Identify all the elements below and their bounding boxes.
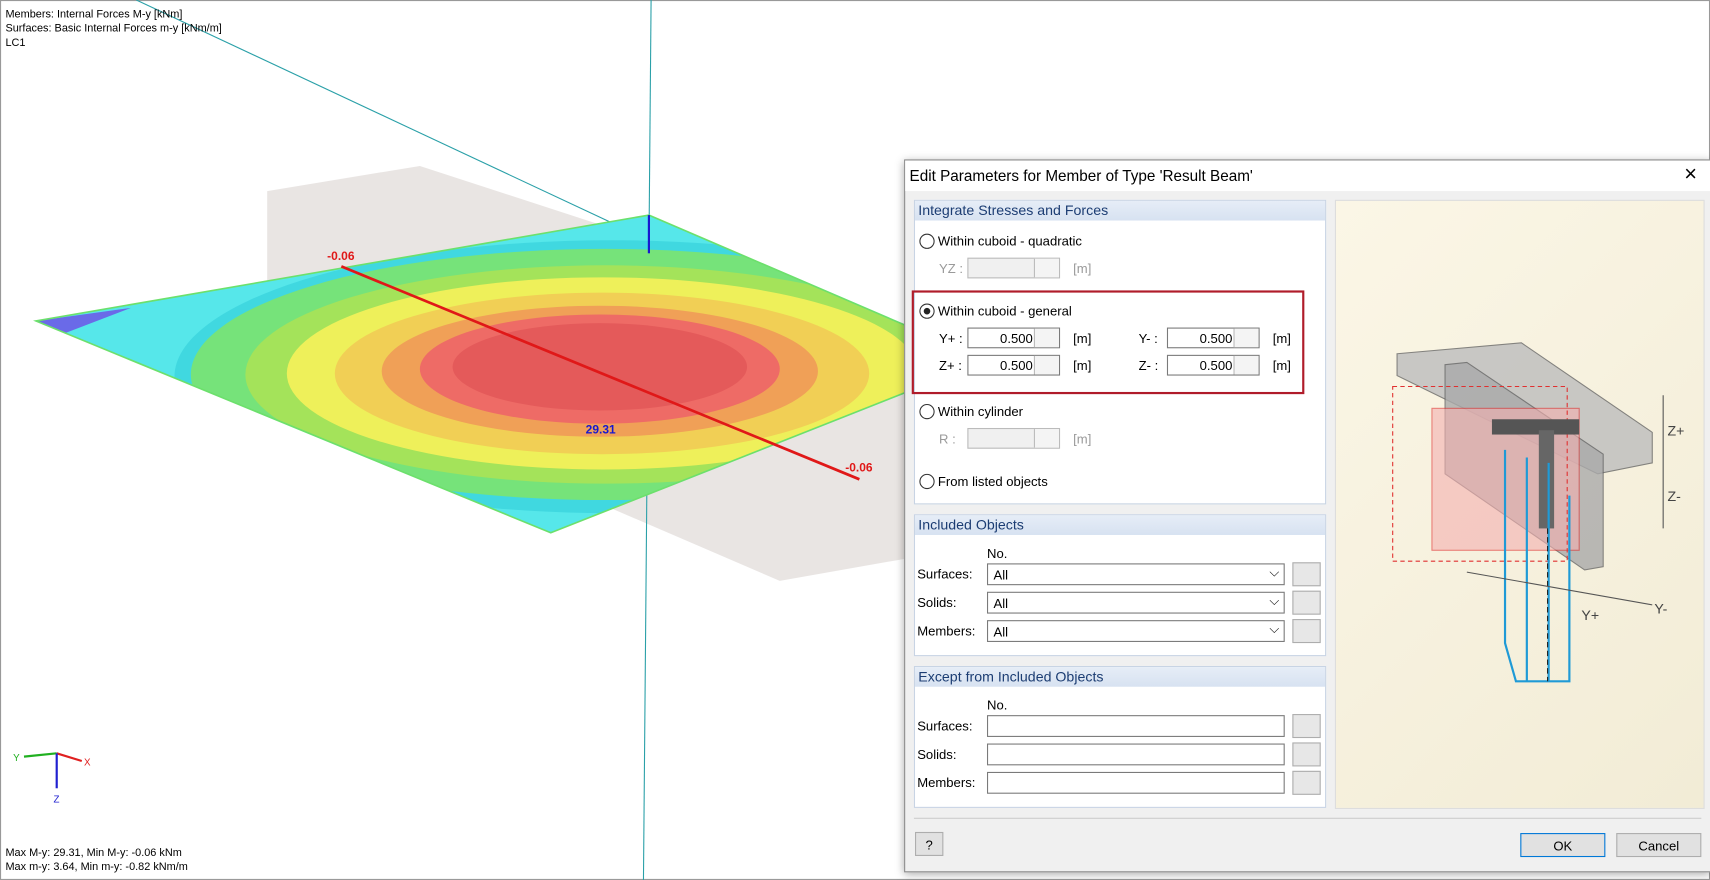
column-header: No. xyxy=(986,545,1008,562)
row-label: Members: xyxy=(917,623,976,639)
text-input[interactable] xyxy=(986,771,1285,794)
summary-line: Max m-y: 3.64, Min m-y: -0.82 kNm/m xyxy=(5,861,188,874)
pick-button[interactable] xyxy=(1292,590,1321,615)
axis-label: X xyxy=(84,757,91,768)
ok-button[interactable]: OK xyxy=(1520,833,1606,858)
figure-label: Z- xyxy=(1668,489,1682,505)
help-button[interactable]: ? xyxy=(915,831,944,856)
highlight-box xyxy=(911,290,1305,395)
field-label: Z- : xyxy=(1138,358,1159,374)
dropdown[interactable]: All ⌵ xyxy=(986,563,1285,586)
option-label[interactable]: Within cylinder xyxy=(937,403,1024,420)
input-value: 0.500 xyxy=(1000,330,1033,347)
radio[interactable] xyxy=(919,303,935,319)
dropdown-arrow: ⌵ xyxy=(1269,564,1280,580)
unit: [m] xyxy=(1073,431,1092,447)
dropdown[interactable]: All ⌵ xyxy=(986,591,1285,614)
pick-button[interactable] xyxy=(1292,742,1321,767)
axis-label: Y xyxy=(13,753,20,764)
field-label: R : xyxy=(939,431,956,447)
except-section: Except from Included Objects No. Surface… xyxy=(913,665,1327,808)
section-heading: Except from Included Objects xyxy=(915,667,1326,687)
input-value: 0.500 xyxy=(1199,358,1233,374)
unit: [m] xyxy=(1272,330,1291,347)
close-button[interactable]: × xyxy=(1684,162,1697,187)
dropdown-arrow: ⌵ xyxy=(1269,592,1280,609)
beam-label: -0.06 xyxy=(845,461,873,475)
axis-label: Z xyxy=(53,794,59,805)
radio[interactable] xyxy=(919,473,935,490)
info-line: Members: Internal Forces M-y [kNm] xyxy=(5,8,183,21)
input[interactable]: 0.500 xyxy=(1166,327,1260,349)
result-beam xyxy=(340,265,860,481)
option-label[interactable]: Within cuboid - quadratic xyxy=(937,233,1082,249)
row-label: Members: xyxy=(917,775,976,791)
figure-label: Z+ xyxy=(1668,424,1685,440)
pick-button[interactable] xyxy=(1292,770,1321,795)
row-label: Solids: xyxy=(917,746,957,763)
section-heading: Included Objects xyxy=(915,515,1326,535)
separator xyxy=(913,817,1702,819)
row-label: Surfaces: xyxy=(917,566,973,582)
row-label: Solids: xyxy=(917,595,957,611)
beam-label: 29.31 xyxy=(586,422,616,436)
column-header: No. xyxy=(986,697,1008,713)
integrate-section: Integrate Stresses and Forces Within cub… xyxy=(911,199,1327,505)
text-input[interactable] xyxy=(986,743,1285,766)
input[interactable]: 0.500 xyxy=(967,354,1061,376)
title-bar: Edit Parameters for Member of Type 'Resu… xyxy=(905,160,1710,192)
section-heading: Integrate Stresses and Forces xyxy=(915,200,1326,221)
input-value: 0.500 xyxy=(1000,358,1033,374)
unit: [m] xyxy=(1073,330,1092,347)
info-line: LC1 xyxy=(5,37,26,50)
row-label: Surfaces: xyxy=(917,718,973,734)
field-label: YZ : xyxy=(939,260,964,277)
option-label[interactable]: From listed objects xyxy=(937,473,1048,490)
unit: [m] xyxy=(1073,358,1092,374)
pick-button[interactable] xyxy=(1292,562,1321,587)
pick-button[interactable] xyxy=(1292,714,1321,739)
dropdown[interactable]: All ⌵ xyxy=(986,620,1285,642)
figure-drawing: Z+ Z- Y+ Y- xyxy=(1392,342,1685,683)
dialog: Edit Parameters for Member of Type 'Resu… xyxy=(904,159,1710,873)
summary-panel: Max M-y: 29.31, Min M-y: -0.06 kNm Max m… xyxy=(5,846,187,874)
field-label: Y+ : xyxy=(939,330,963,347)
input xyxy=(967,257,1061,279)
unit: [m] xyxy=(1073,260,1092,277)
beam-label: -0.06 xyxy=(327,249,355,263)
unit: [m] xyxy=(1272,358,1291,374)
input-value: 0.500 xyxy=(1199,330,1233,347)
pick-button[interactable] xyxy=(1292,619,1321,644)
figure-label: Y- xyxy=(1654,602,1667,618)
figure: Z+ Z- Y+ Y- xyxy=(1334,199,1705,810)
option-label[interactable]: Within cuboid - general xyxy=(937,303,1072,319)
field-label: Y- : xyxy=(1138,330,1158,347)
figure-label: Y+ xyxy=(1581,608,1599,624)
summary-line: Max M-y: 29.31, Min M-y: -0.06 kNm xyxy=(5,847,182,860)
info-line: Surfaces: Basic Internal Forces m-y [kNm… xyxy=(5,22,222,35)
field-label: Z+ : xyxy=(939,358,962,374)
info-panel: Members: Internal Forces M-y [kNm] Surfa… xyxy=(5,8,221,51)
dialog-title: Edit Parameters for Member of Type 'Resu… xyxy=(909,167,1253,185)
input[interactable]: 0.500 xyxy=(967,327,1061,349)
input xyxy=(967,427,1061,449)
radio[interactable] xyxy=(919,403,935,420)
included-section: Included Objects No. Surfaces: All ⌵ Solids… xyxy=(913,514,1327,657)
radio[interactable] xyxy=(919,233,935,249)
input[interactable]: 0.500 xyxy=(1166,354,1260,376)
text-input[interactable] xyxy=(986,715,1285,737)
cancel-button[interactable]: Cancel xyxy=(1616,833,1702,858)
dropdown-arrow: ⌵ xyxy=(1269,621,1280,637)
